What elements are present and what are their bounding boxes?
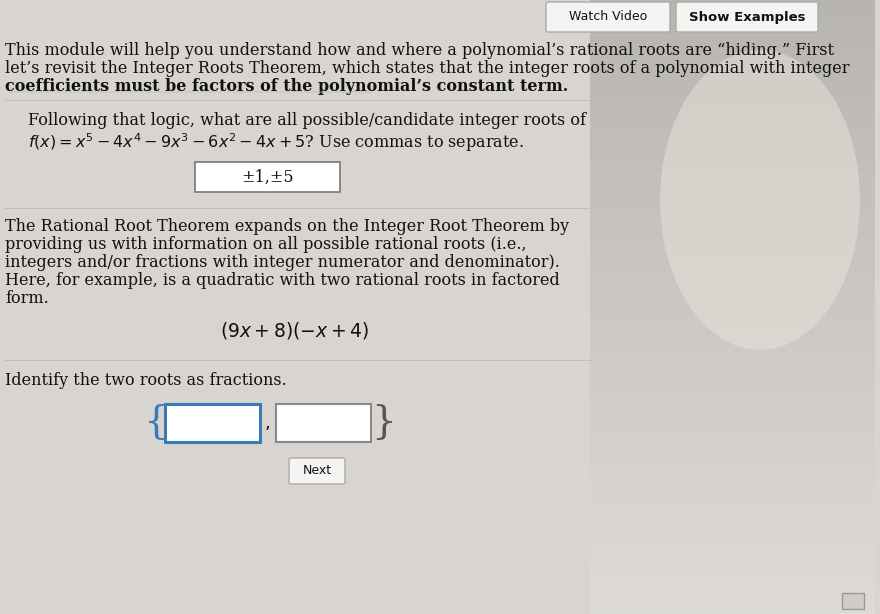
Text: let’s revisit the Integer Roots Theorem, which states that the integer roots of : let’s revisit the Integer Roots Theorem,… (5, 60, 849, 77)
Text: Here, for example, is a quadratic with two rational roots in factored: Here, for example, is a quadratic with t… (5, 272, 560, 289)
Ellipse shape (660, 50, 860, 350)
Text: providing us with information on all possible rational roots (i.e.,: providing us with information on all pos… (5, 236, 526, 253)
FancyBboxPatch shape (842, 593, 864, 609)
Text: $(9x + 8)(-x + 4)$: $(9x + 8)(-x + 4)$ (220, 320, 370, 341)
Text: Next: Next (303, 465, 332, 478)
FancyBboxPatch shape (676, 2, 818, 32)
Text: {: { (143, 405, 167, 441)
Text: Watch Video: Watch Video (568, 10, 647, 23)
FancyBboxPatch shape (289, 458, 345, 484)
FancyBboxPatch shape (276, 404, 371, 442)
Text: The Rational Root Theorem expands on the Integer Root Theorem by: The Rational Root Theorem expands on the… (5, 218, 569, 235)
FancyBboxPatch shape (195, 162, 340, 192)
Text: ,: , (264, 414, 270, 432)
Text: ±1,±5: ±1,±5 (241, 168, 294, 185)
Text: Following that logic, what are all possible/candidate integer roots of: Following that logic, what are all possi… (28, 112, 586, 129)
Text: form.: form. (5, 290, 48, 307)
Text: coefficients must be factors of the polynomial’s constant term.: coefficients must be factors of the poly… (5, 78, 568, 95)
FancyBboxPatch shape (165, 404, 260, 442)
Text: Show Examples: Show Examples (689, 10, 805, 23)
Text: $f(x) = x^5 - 4x^4 - 9x^3 - 6x^2 - 4x + 5$? Use commas to separate.: $f(x) = x^5 - 4x^4 - 9x^3 - 6x^2 - 4x + … (28, 131, 524, 154)
Text: Identify the two roots as fractions.: Identify the two roots as fractions. (5, 372, 287, 389)
Text: This module will help you understand how and where a polynomial’s rational roots: This module will help you understand how… (5, 42, 834, 59)
FancyBboxPatch shape (546, 2, 670, 32)
Text: }: } (370, 405, 395, 441)
Text: integers and/or fractions with integer numerator and denominator).: integers and/or fractions with integer n… (5, 254, 560, 271)
